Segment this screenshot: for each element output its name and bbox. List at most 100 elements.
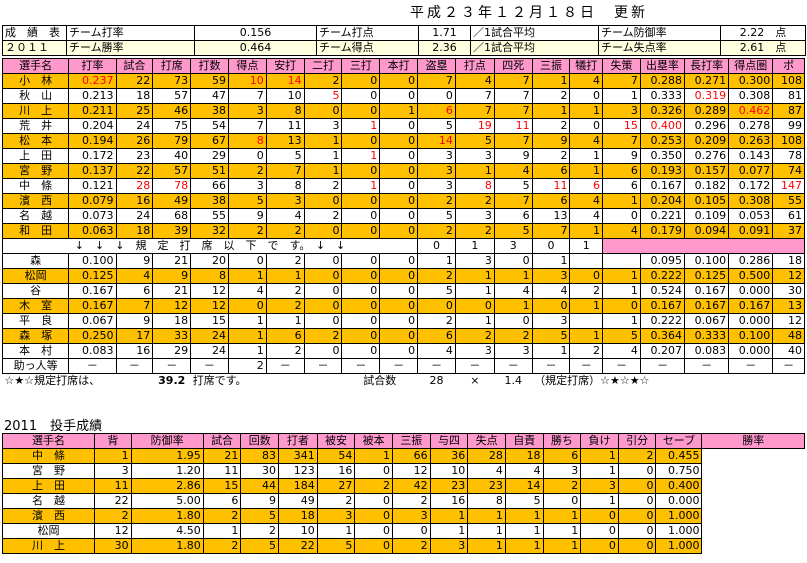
batting-cell: 0.211 (68, 103, 117, 119)
pitching-cell: 11 (202, 463, 242, 479)
batting-cell: 3 (265, 193, 305, 209)
batting-cell: 0.222 (639, 268, 686, 284)
pitching-section-title: 2011 投手成績 (4, 419, 103, 434)
batting-cell: 0.125 (684, 268, 730, 284)
batting-row-sub: 助っ人等－－－－ 2 －－－－－－－－－－－－－－ (1, 358, 805, 374)
pitching-header-cell: 勝ち (542, 433, 582, 449)
batting-row: 上 田 0.172 23 40 29 0 5 1 1 0 3 3 9 2 1 9 0.350 0.276 0.143… (1, 148, 805, 164)
batting-cell: － (772, 358, 805, 374)
batting-cell: － (341, 358, 381, 374)
pitcher-name: 名 越 (1, 493, 96, 509)
batting-cell: 3 (493, 343, 533, 359)
batting-cell: 0 (379, 193, 419, 209)
batting-cell: 5 (417, 118, 456, 134)
player-name: 名 越 (1, 208, 70, 224)
batting-header-cell: 失策 (602, 58, 641, 74)
batting-cell: 3 (454, 253, 495, 269)
batting-cell: 0.253 (639, 133, 686, 149)
batting-cell: 4 (417, 343, 456, 359)
batting-cell: 7 (493, 73, 533, 89)
batting-cell: 9 (531, 133, 571, 149)
pitching-cell: 2 (202, 508, 242, 524)
batting-cell: 2 (227, 163, 267, 179)
batting-cell: 0 (341, 268, 381, 284)
batting-cell: 0 (379, 73, 419, 89)
batting-cell: 38 (190, 193, 229, 209)
team-avg-value: 0.156 (194, 25, 317, 41)
batting-cell: 0.182 (684, 178, 730, 194)
batting-cell: 0 (417, 88, 456, 104)
pitching-cell: 0 (354, 463, 393, 479)
batting-cell: 5 (265, 148, 305, 164)
pitching-cell: 11 (94, 478, 132, 494)
pitching-cell: 0 (392, 523, 431, 539)
batting-cell: 0.100 (684, 253, 730, 269)
batting-cell: 0 (454, 298, 495, 314)
report-label: 成 績 表 (2, 25, 67, 41)
pitching-cell: 21 (202, 448, 242, 464)
batting-header-cell: 本打 (379, 58, 419, 74)
batting-cell: 7 (454, 88, 495, 104)
batting-cell: － (602, 358, 641, 374)
pitching-row: 宮 野 3 1.20 11 30 123 16 0 12 10 4 4 3 1 0 0.750 (1, 463, 805, 479)
batting-cell: 18 (772, 253, 805, 269)
pitching-cell: 2 (94, 508, 132, 524)
batting-header-cell: 打席 (152, 58, 192, 74)
batting-cell: 0.167 (639, 178, 686, 194)
batting-cell: 0 (341, 313, 381, 329)
batting-footer-row: ☆★☆規定打席は、 39.2 打席です。 試合数 28 × 1.4 （規定打席）☆★☆★☆ (2, 373, 805, 388)
batting-cell: 108 (772, 133, 805, 149)
batting-cell: 1 (602, 283, 641, 299)
player-name: 本 村 (1, 343, 70, 359)
batting-cell: 78 (772, 148, 805, 164)
batting-cell: 4 (602, 223, 641, 239)
batting-cell: 51 (190, 163, 229, 179)
batting-note-cell: 1 (454, 238, 495, 254)
batting-cell: 3 (531, 268, 571, 284)
batting-cell: 0 (531, 298, 571, 314)
batting-cell: 8 (190, 268, 229, 284)
pitching-cell: 36 (429, 448, 469, 464)
pitching-cell: 16 (316, 463, 356, 479)
batting-cell: 0 (341, 328, 381, 344)
batting-cell: 0 (303, 268, 343, 284)
batting-cell: 19 (454, 118, 495, 134)
pitching-cell: 18 (278, 508, 318, 524)
batting-cell: 13 (531, 208, 571, 224)
batting-cell: 0.167 (684, 283, 730, 299)
team-winpct-value: 0.464 (194, 40, 317, 56)
pitching-header-cell: 勝率 (701, 433, 805, 449)
batting-cell: 33 (152, 328, 192, 344)
pitching-cell: 5 (240, 538, 280, 554)
batting-cell: 9 (227, 208, 267, 224)
pitching-header-cell: 被本 (354, 433, 393, 449)
player-name: 中 條 (1, 178, 70, 194)
batting-cell: 1 (531, 253, 571, 269)
pitching-row: 上 田 11 2.86 15 44 184 27 2 42 23 23 14 2 3 0 0.400 (1, 478, 805, 494)
batting-cell: 1 (569, 298, 604, 314)
batting-cell: 59 (190, 73, 229, 89)
pitching-cell: 0 (542, 493, 582, 509)
batting-cell: 3 (227, 178, 267, 194)
batting-cell: 0 (341, 73, 381, 89)
batting-cell: 2 (417, 268, 456, 284)
batting-cell: 9 (152, 268, 192, 284)
pitching-cell: 1 (467, 508, 506, 524)
pitching-cell: 1.95 (130, 448, 204, 464)
batting-cell: 2 (303, 208, 343, 224)
pitching-header-cell: セーブ (655, 433, 703, 449)
batting-cell: 0 (379, 88, 419, 104)
batting-cell: 11 (493, 118, 533, 134)
batting-cell: 0 (227, 148, 267, 164)
batting-cell: 8 (227, 133, 267, 149)
batting-cell: 6 (417, 328, 456, 344)
pitching-cell: 8 (467, 493, 506, 509)
pitching-cell: 0 (617, 538, 657, 554)
batting-cell: 10 (265, 88, 305, 104)
pitcher-name: 宮 野 (1, 463, 96, 479)
batting-cell: 7 (493, 103, 533, 119)
pitching-cell: 14 (504, 478, 544, 494)
batting-cell: 37 (772, 223, 805, 239)
batting-cell: 5 (493, 178, 533, 194)
batting-cell: － (265, 358, 305, 374)
